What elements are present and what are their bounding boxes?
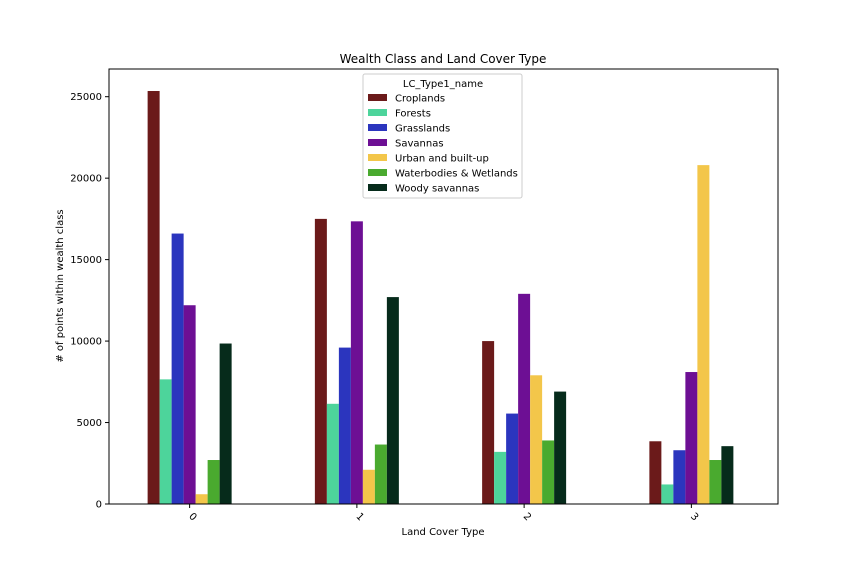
y-tick-label: 10000 xyxy=(70,337,102,348)
y-tick-label: 25000 xyxy=(70,92,102,103)
bar-waterbodies-wetlands-3 xyxy=(709,460,722,504)
x-axis-label: Land Cover Type xyxy=(402,527,485,538)
bar-urban-and-built-up-0 xyxy=(195,494,208,504)
bar-savannas-0 xyxy=(183,305,196,504)
legend-items: Croplands Forests Grasslands Savannas Urban … xyxy=(368,94,518,195)
y-tick-label: 0 xyxy=(96,500,102,511)
legend-label: Forests xyxy=(395,109,431,120)
legend-swatch xyxy=(368,184,387,191)
bar-savannas-3 xyxy=(685,372,698,504)
bar-woody-savannas-3 xyxy=(721,446,734,504)
chart-title: Wealth Class and Land Cover Type xyxy=(340,52,547,66)
bar-urban-and-built-up-1 xyxy=(362,469,375,504)
bar-woody-savannas-0 xyxy=(219,343,232,504)
bar-croplands-0 xyxy=(147,90,160,504)
bar-woody-savannas-1 xyxy=(386,297,399,504)
bar-forests-0 xyxy=(159,379,172,504)
bar-savannas-1 xyxy=(350,221,363,504)
bar-croplands-2 xyxy=(482,341,495,504)
bar-grasslands-0 xyxy=(171,233,184,504)
bar-forests-3 xyxy=(661,484,674,504)
bar-forests-2 xyxy=(494,451,507,504)
bars-group xyxy=(147,90,734,504)
legend-label: Croplands xyxy=(395,94,445,105)
legend-box xyxy=(362,73,523,199)
legend-title: LC_Type1_name xyxy=(403,79,483,90)
x-tick-label: 0 xyxy=(186,511,198,523)
bar-waterbodies-wetlands-2 xyxy=(542,440,555,504)
legend-label: Waterbodies & Wetlands xyxy=(395,169,518,180)
y-tick-label: 20000 xyxy=(70,174,102,185)
legend-swatch xyxy=(368,109,387,116)
bar-savannas-2 xyxy=(518,293,531,504)
bar-woody-savannas-2 xyxy=(554,391,567,504)
x-tick-label: 2 xyxy=(521,511,533,523)
y-tick-label: 15000 xyxy=(70,255,102,266)
legend-swatch xyxy=(368,94,387,101)
legend: LC_Type1_name Croplands Forests Grasslands… xyxy=(362,73,523,199)
legend-swatch xyxy=(368,169,387,176)
bar-forests-1 xyxy=(326,403,339,504)
bar-waterbodies-wetlands-1 xyxy=(374,444,387,504)
bar-croplands-1 xyxy=(314,218,327,504)
bar-grasslands-1 xyxy=(338,347,351,504)
legend-swatch xyxy=(368,124,387,131)
plot-frame xyxy=(108,68,779,505)
bar-waterbodies-wetlands-0 xyxy=(207,460,220,504)
x-tick-label: 3 xyxy=(688,511,700,523)
bar-urban-and-built-up-3 xyxy=(697,165,710,504)
y-tick-label: 5000 xyxy=(77,418,102,429)
legend-swatch xyxy=(368,154,387,161)
bar-croplands-3 xyxy=(649,441,662,504)
bar-grasslands-2 xyxy=(506,413,519,504)
bar-grasslands-3 xyxy=(673,450,686,504)
x-tick-label: 1 xyxy=(353,511,365,523)
x-axis: 0 1 2 3 xyxy=(186,504,700,523)
bar-urban-and-built-up-2 xyxy=(530,375,543,504)
y-axis-label: # of points within wealth class xyxy=(55,209,66,362)
y-axis: 0 5000 10000 15000 20000 25000 xyxy=(70,92,109,511)
legend-label: Urban and built-up xyxy=(395,154,489,165)
legend-label: Woody savannas xyxy=(395,184,479,195)
legend-label: Grasslands xyxy=(395,124,450,135)
legend-swatch xyxy=(368,139,387,146)
legend-label: Savannas xyxy=(395,139,444,150)
